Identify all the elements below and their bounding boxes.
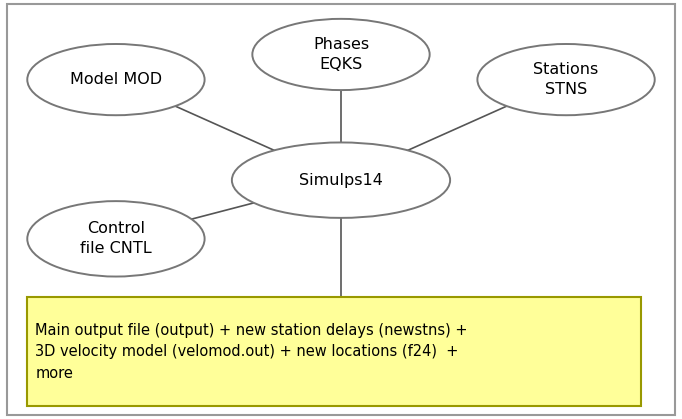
- Ellipse shape: [252, 19, 430, 90]
- Text: Simulps14: Simulps14: [299, 173, 383, 188]
- Ellipse shape: [27, 44, 205, 115]
- Text: Control
file CNTL: Control file CNTL: [80, 221, 152, 256]
- FancyBboxPatch shape: [27, 297, 641, 406]
- Text: Main output file (output) + new station delays (newstns) +
3D velocity model (ve: Main output file (output) + new station …: [35, 323, 468, 381]
- Text: Stations
STNS: Stations STNS: [533, 62, 599, 97]
- Ellipse shape: [477, 44, 655, 115]
- Text: Phases
EQKS: Phases EQKS: [313, 37, 369, 72]
- Text: Model MOD: Model MOD: [70, 72, 162, 87]
- Ellipse shape: [27, 201, 205, 277]
- Ellipse shape: [232, 142, 450, 218]
